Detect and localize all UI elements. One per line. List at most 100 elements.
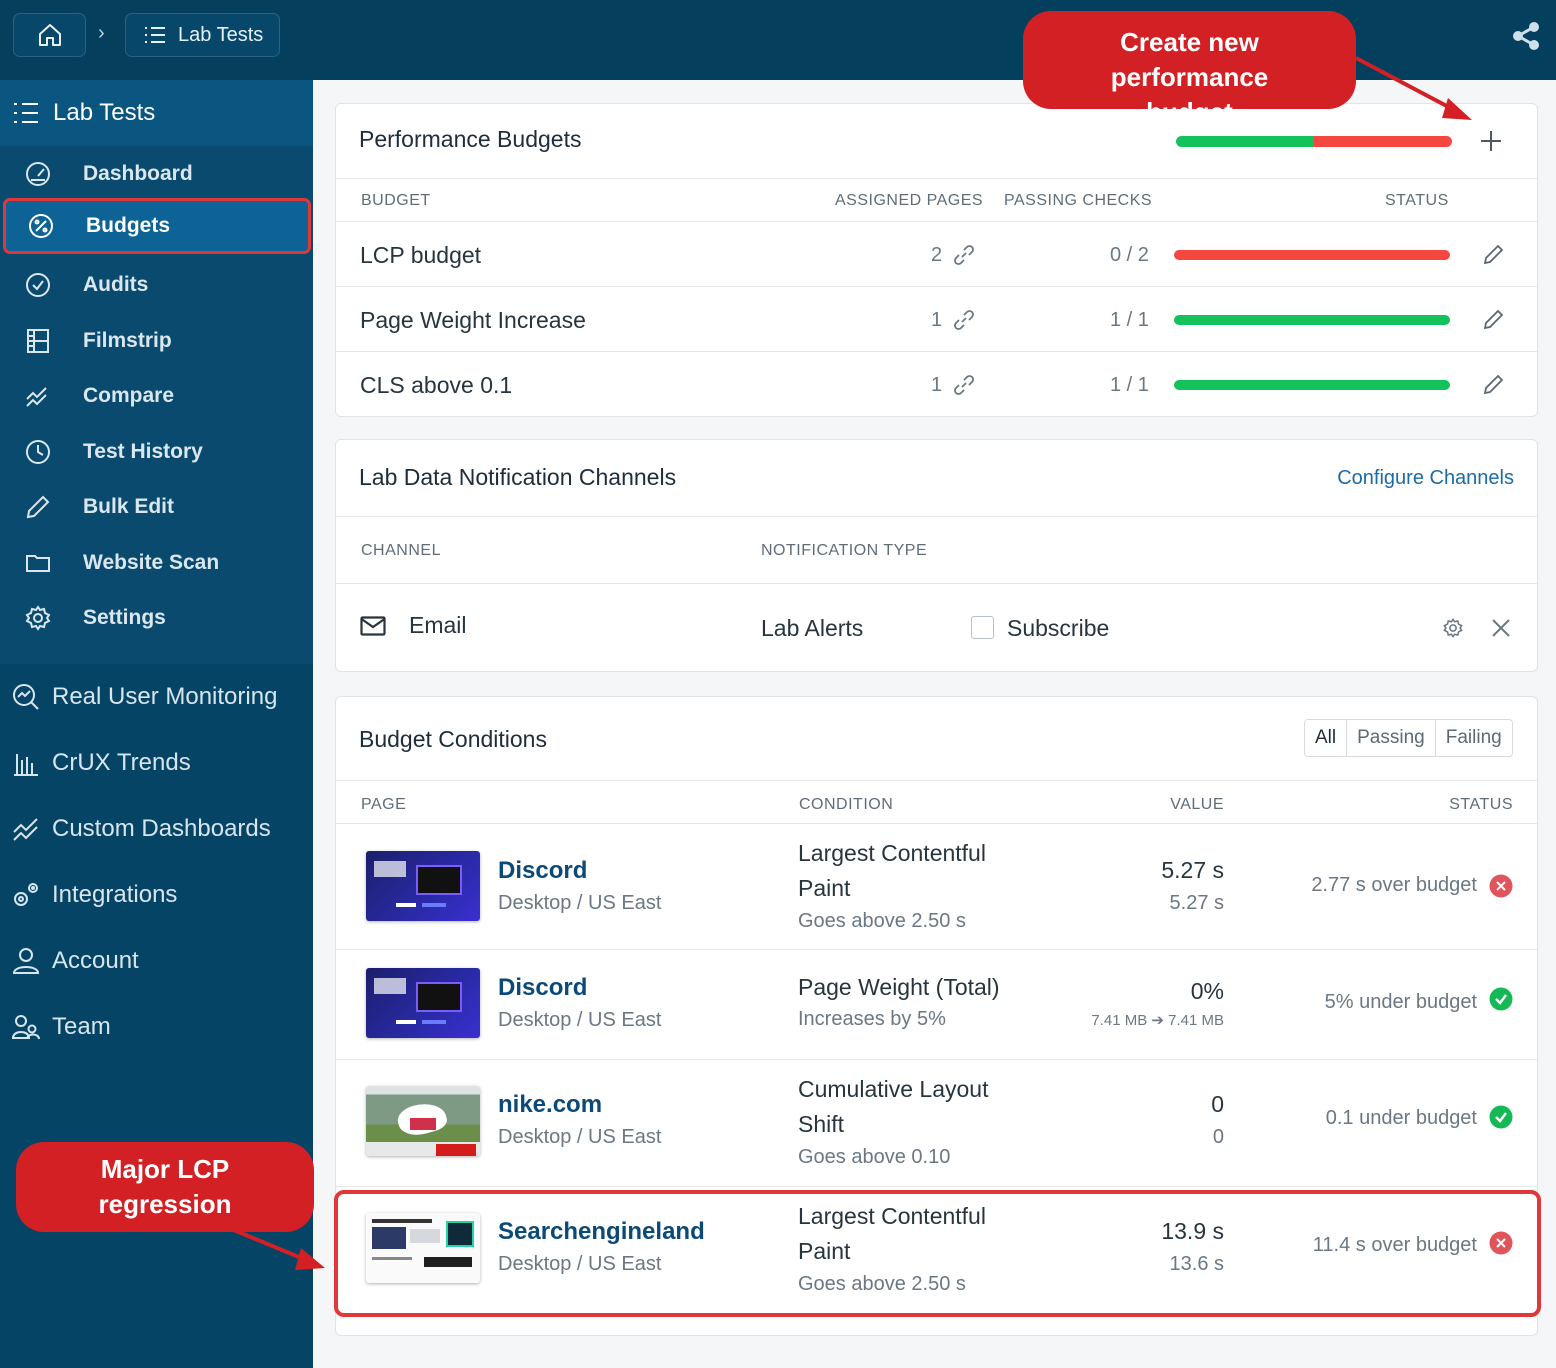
col-header-passing: PASSING CHECKS [1004,192,1153,209]
sidebar-item-label: Settings [83,606,166,629]
add-budget-button[interactable] [1480,130,1502,152]
page-location: Desktop / US East [498,1009,662,1031]
sidebar-item-filmstrip[interactable]: Filmstrip [0,313,313,369]
arrow-icon [1355,56,1472,120]
sidebar-header[interactable]: Lab Tests [0,80,313,146]
regression-highlight [334,1190,1541,1317]
sidebar-item-rum[interactable]: Real User Monitoring [0,667,313,727]
sidebar-item-team[interactable]: Team [0,997,313,1057]
value-main: 5.27 s [1161,857,1224,883]
sidebar-item-custom-dashboards[interactable]: Custom Dashboards [0,799,313,859]
page-thumbnail [366,968,480,1038]
page-name-link[interactable]: Discord [498,857,588,884]
status-text: 5% under budget [1324,991,1477,1013]
value-sub: 13.6 s [1169,1253,1224,1275]
assigned-count: 1 [931,309,943,331]
divider [336,178,1537,179]
table-row[interactable]: Page Weight Increase 1 1 / 1 [336,287,1537,351]
page-name-link[interactable]: Searchengineland [498,1218,705,1245]
pass-icon [1489,987,1513,1011]
table-row[interactable]: Discord Desktop / US East Page Weight (T… [336,950,1537,1058]
col-header-notification-type: NOTIFICATION TYPE [761,542,928,559]
breadcrumb-label: Lab Tests [178,23,264,46]
mail-icon [360,616,386,636]
gear-icon [25,605,51,631]
breadcrumb-home-button[interactable] [13,13,86,57]
sidebar-item-label: Integrations [52,881,178,908]
assigned-count: 2 [931,244,943,266]
status-text: 11.4 s over budget [1312,1234,1477,1256]
sidebar-item-integrations[interactable]: Integrations [0,865,313,925]
sidebar-item-bulk-edit[interactable]: Bulk Edit [0,479,313,535]
page-thumbnail [366,1086,480,1156]
sidebar-item-settings[interactable]: Settings [0,590,313,646]
col-header-assigned: ASSIGNED PAGES [835,192,984,209]
budget-conditions-card: Budget Conditions All Passing Failing PA… [335,696,1538,1336]
gear-icon[interactable] [1442,617,1464,639]
fail-icon [1489,1231,1513,1255]
table-row[interactable]: LCP budget 2 0 / 2 [336,222,1537,286]
filter-all[interactable]: All [1305,720,1347,756]
sidebar-item-budgets[interactable]: Budgets [3,198,311,254]
table-row[interactable]: Searchengineland Desktop / US East Large… [336,1187,1537,1312]
sidebar-item-label: CrUX Trends [52,749,191,776]
sidebar-item-website-scan[interactable]: Website Scan [0,535,313,591]
link-icon[interactable] [953,309,975,331]
link-icon[interactable] [953,374,975,396]
sidebar-item-test-history[interactable]: Test History [0,424,313,480]
compare-icon [26,387,47,407]
filter-failing[interactable]: Failing [1434,720,1512,756]
sidebar-item-label: Test History [83,440,203,463]
sidebar-item-label: Filmstrip [83,329,172,352]
col-header-budget: BUDGET [361,192,431,209]
condition-name: Largest Contentful Paint [798,1203,986,1264]
page-name-link[interactable]: nike.com [498,1091,603,1118]
table-row[interactable]: nike.com Desktop / US East Cumulative La… [336,1060,1537,1185]
sidebar-item-label: Account [52,947,139,974]
user-icon [12,948,40,974]
edit-icon[interactable] [1483,243,1505,265]
divider [336,780,1537,781]
pencil-icon [26,495,50,519]
sidebar-item-dashboard[interactable]: Dashboard [0,146,313,202]
home-icon [38,24,61,46]
status-bar [1174,380,1450,390]
budget-name: LCP budget [360,242,482,268]
divider [336,516,1537,517]
pass-icon [1489,1105,1513,1129]
sidebar-item-crux-trends[interactable]: CrUX Trends [0,733,313,793]
percent-icon [29,214,53,238]
chevron-right-icon: › [98,22,105,44]
breadcrumb-lab-tests[interactable]: Lab Tests [125,13,280,57]
sidebar-item-audits[interactable]: Audits [0,257,313,313]
passing-count: 1 / 1 [1110,374,1149,396]
edit-icon[interactable] [1483,308,1505,330]
link-icon[interactable] [953,244,975,266]
table-row[interactable]: Discord Desktop / US East Largest Conten… [336,824,1537,949]
page-name-link[interactable]: Discord [498,974,588,1001]
list-icon [14,103,38,123]
page-thumbnail [366,1213,480,1283]
sidebar-item-label: Dashboard [83,162,193,185]
folder-icon [26,555,50,572]
page-location: Desktop / US East [498,892,662,914]
filter-passing[interactable]: Passing [1346,720,1435,756]
sidebar-item-compare[interactable]: Compare [0,368,313,424]
status-bar [1174,315,1450,325]
condition-name: Cumulative Layout Shift [798,1076,989,1137]
close-icon[interactable] [1492,619,1510,637]
edit-icon[interactable] [1483,373,1505,395]
table-row[interactable]: CLS above 0.1 1 1 / 1 [336,352,1537,416]
value-main: 0 [1211,1091,1224,1117]
configure-channels-link[interactable]: Configure Channels [1337,467,1514,489]
sidebar-item-account[interactable]: Account [0,931,313,991]
card-title: Budget Conditions [359,726,547,752]
col-header-channel: CHANNEL [361,542,441,559]
bar-chart-icon [14,754,38,776]
lab-tests-submenu: Dashboard Budgets Audits Filmstrip Compa… [0,146,313,664]
card-title: Performance Budgets [359,126,582,152]
fail-icon [1489,874,1513,898]
subscribe-checkbox[interactable] [971,616,994,639]
share-icon[interactable] [1510,20,1542,52]
subscribe-label[interactable]: Subscribe [1007,615,1110,641]
